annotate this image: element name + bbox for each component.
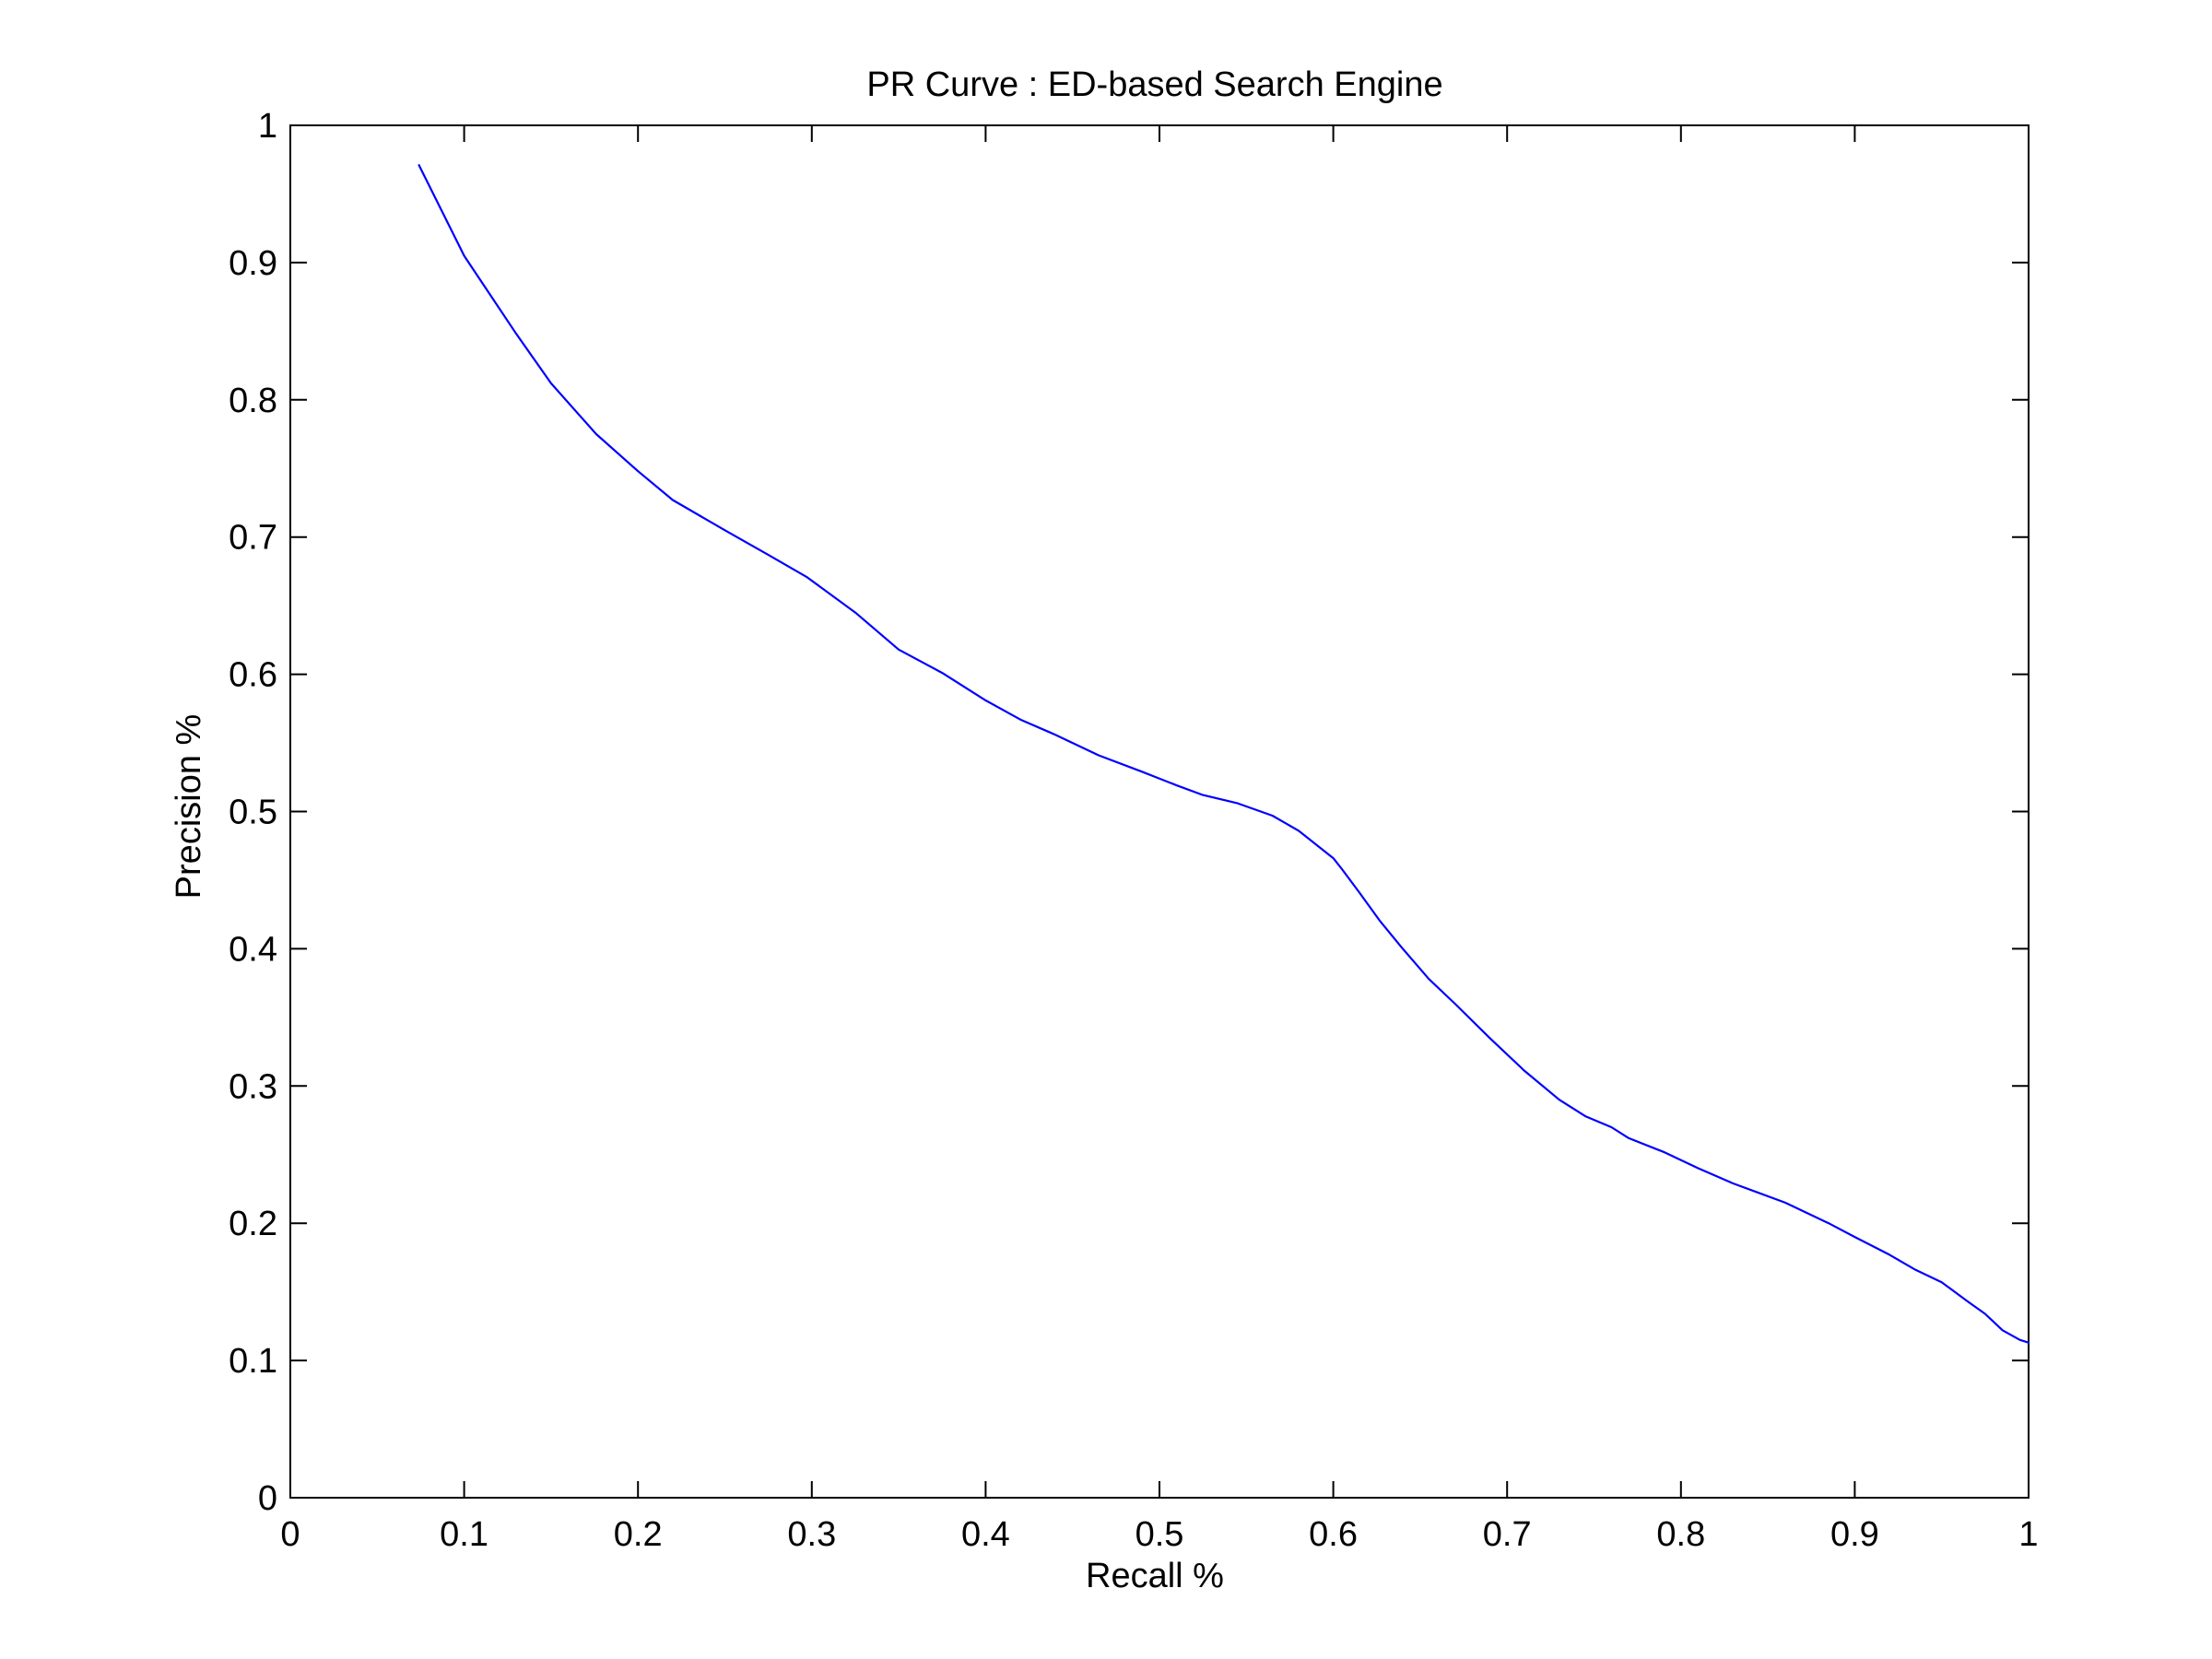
y-tick-label: 0.9 (229, 244, 277, 283)
y-tick-label: 0.2 (229, 1205, 277, 1243)
axes-frame (289, 124, 2030, 1499)
x-tick-label: 1 (2018, 1515, 2038, 1554)
y-tick-label: 1 (258, 107, 277, 146)
pr-curve-line (418, 164, 2030, 1344)
x-tick-label: 0.7 (1483, 1515, 1532, 1554)
x-tick-label: 0.9 (1830, 1515, 1879, 1554)
chart-title: PR Curve : ED-based Search Engine (866, 65, 1442, 104)
y-tick-label: 0.8 (229, 382, 277, 420)
x-tick-label: 0 (280, 1515, 300, 1554)
y-tick-label: 0.3 (229, 1067, 277, 1106)
plot-area: 0 0.1 0.2 0.3 0.4 0.5 0.6 0.7 0.8 0.9 1 0 0.1 0.2 0.3 0… (229, 107, 2038, 1554)
y-tick-label: 0 (258, 1479, 277, 1518)
x-tick-label: 0.1 (440, 1515, 488, 1554)
y-tick-label: 0.5 (229, 794, 277, 832)
x-axis-label: Recall % (1086, 1557, 1224, 1595)
y-tick-label: 0.6 (229, 656, 277, 695)
y-tick-label: 0.1 (229, 1342, 277, 1381)
y-axis-label: Precision % (170, 714, 208, 900)
y-tick-label: 0.4 (229, 930, 277, 969)
x-tick-label: 0.5 (1135, 1515, 1184, 1554)
x-tick-label: 0.4 (961, 1515, 1010, 1554)
x-tick-label: 0.2 (614, 1515, 663, 1554)
x-tick-label: 0.6 (1309, 1515, 1358, 1554)
x-tick-label: 0.3 (787, 1515, 836, 1554)
y-tick-label: 0.7 (229, 519, 277, 558)
x-tick-label: 0.8 (1656, 1515, 1705, 1554)
